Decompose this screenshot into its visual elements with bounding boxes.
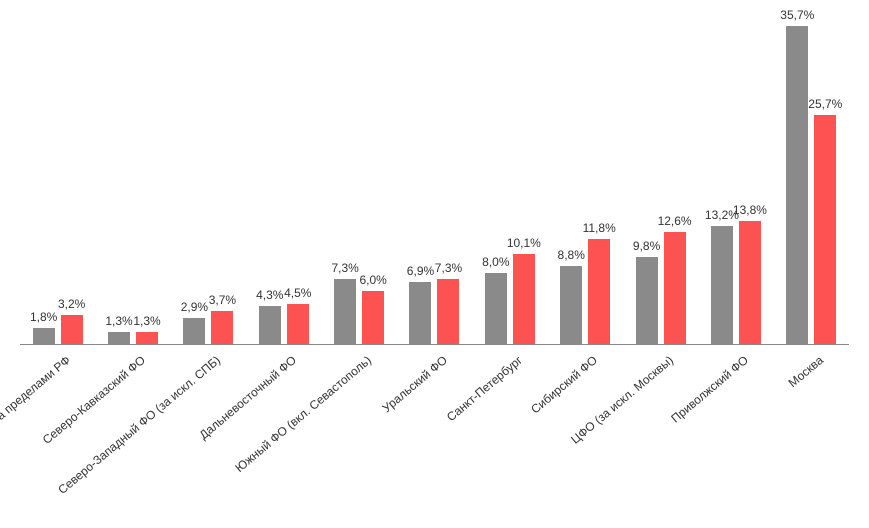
bar-value-label: 13,8% [733, 203, 767, 221]
bar-value-label: 10,1% [507, 236, 541, 254]
bar: 35,7% [786, 26, 808, 344]
bar-value-label: 4,3% [256, 288, 283, 306]
bar-value-label: 25,7% [808, 97, 842, 115]
bar-group: 1,3% 1,3% [95, 332, 170, 344]
bar-value-label: 4,5% [284, 286, 311, 304]
bar-value-label: 12,6% [658, 214, 692, 232]
x-axis-label: Южный ФО (вкл. Севастополь) [233, 353, 375, 475]
bar-group: 13,2% 13,8% [698, 221, 773, 344]
x-axis-label: Северо-Западный ФО (за искл. СПБ) [56, 353, 224, 497]
bar: 13,2% [711, 226, 733, 344]
bar-group: 1,8% 3,2% [20, 315, 95, 344]
bar-group: 9,8%12,6% [623, 232, 698, 344]
bar-value-label: 6,0% [359, 273, 386, 291]
x-axis-label: Сибирский ФО [528, 353, 600, 416]
bar: 1,3% [108, 332, 130, 344]
bar: 6,0% [362, 291, 384, 345]
bar-value-label: 8,8% [558, 248, 585, 266]
bar-value-label: 1,3% [105, 314, 132, 332]
bar: 7,3% [437, 279, 459, 344]
x-axis-labels: НБ за пределами РФСеверо-Кавказский ФОСе… [20, 350, 849, 520]
bar-group: 7,3% 6,0% [321, 279, 396, 344]
x-axis-label: Санкт-Петербург [444, 353, 525, 424]
bar-group: 4,3% 4,5% [246, 304, 321, 344]
bar-group: 8,8%11,8% [548, 239, 623, 344]
bar-group: 2,9% 3,7% [171, 311, 246, 344]
bar: 8,8% [560, 266, 582, 344]
bar-value-label: 7,3% [435, 261, 462, 279]
bar: 13,8% [739, 221, 761, 344]
bar: 7,3% [334, 279, 356, 344]
plot-area: 1,8%3,2%1,3%1,3%2,9%3,7%4,3%4,5%7,3%6,0%… [20, 15, 849, 345]
bar: 25,7% [814, 115, 836, 344]
bar-group: 8,0%10,1% [472, 254, 547, 344]
bar-group: 35,7%25,7% [774, 26, 849, 344]
bar-value-label: 1,3% [133, 314, 160, 332]
bar: 8,0% [485, 273, 507, 344]
bar: 1,8% [33, 328, 55, 344]
bar-value-label: 2,9% [181, 300, 208, 318]
bar: 12,6% [664, 232, 686, 344]
bar: 3,2% [61, 315, 83, 344]
bar: 4,5% [287, 304, 309, 344]
bar: 9,8% [636, 257, 658, 344]
bar-chart: 1,8%3,2%1,3%1,3%2,9%3,7%4,3%4,5%7,3%6,0%… [0, 0, 869, 528]
x-axis-label: Приволжский ФО [668, 353, 751, 426]
bar-value-label: 6,9% [407, 264, 434, 282]
bar-value-label: 35,7% [780, 8, 814, 26]
bar: 2,9% [183, 318, 205, 344]
bar: 10,1% [513, 254, 535, 344]
bar: 3,7% [211, 311, 233, 344]
x-axis-label: Москва [786, 353, 826, 390]
bar: 4,3% [259, 306, 281, 344]
bar-value-label: 7,3% [331, 261, 358, 279]
x-axis-label: Уральский ФО [379, 353, 449, 415]
bar: 11,8% [588, 239, 610, 344]
bar-value-label: 11,8% [583, 221, 616, 239]
bar-value-label: 8,0% [482, 255, 509, 273]
bar-group: 6,9% 7,3% [397, 279, 472, 344]
bar-value-label: 1,8% [30, 310, 57, 328]
bar-value-label: 3,7% [209, 293, 236, 311]
bar: 1,3% [136, 332, 158, 344]
bar-value-label: 9,8% [633, 239, 660, 257]
bar-value-label: 3,2% [58, 297, 85, 315]
bar: 6,9% [409, 282, 431, 344]
